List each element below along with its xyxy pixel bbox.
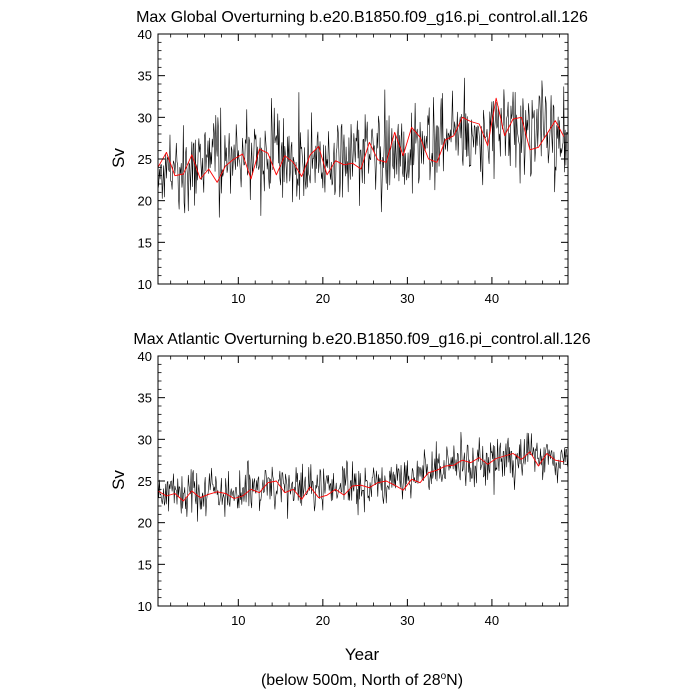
degree-symbol: o bbox=[441, 671, 447, 682]
global-x-tick-label: 20 bbox=[316, 291, 330, 306]
global-x-tick-label: 30 bbox=[400, 291, 414, 306]
global-y-tick-label: 20 bbox=[138, 194, 152, 209]
atlantic-plot-area: 10 15 20 25 30 35 40 10 20 30 40 bbox=[138, 349, 569, 628]
footnote-prefix: (below 500m, North of 28 bbox=[261, 672, 441, 689]
atlantic-overturning-panel: Max Atlantic Overturning b.e20.B1850.f09… bbox=[109, 331, 591, 664]
global-y-tick-label: 25 bbox=[138, 152, 152, 167]
atlantic-x-tick-label: 20 bbox=[316, 613, 330, 628]
global-y-tick-label: 15 bbox=[138, 235, 152, 250]
global-series-annual-mean-line bbox=[158, 97, 565, 183]
global-series-group bbox=[158, 77, 568, 218]
atlantic-x-axis-label: Year bbox=[345, 645, 380, 664]
atlantic-y-tick-label: 25 bbox=[138, 474, 152, 489]
global-y-tick-label: 35 bbox=[138, 69, 152, 84]
global-y-tick-label: 10 bbox=[138, 277, 152, 292]
atlantic-series-monthly-line bbox=[158, 431, 568, 522]
atlantic-y-tick-label: 10 bbox=[138, 599, 152, 614]
atlantic-x-tick-label: 30 bbox=[400, 613, 414, 628]
atlantic-y-axis-label: Sv bbox=[109, 470, 128, 490]
atlantic-y-tick-label: 20 bbox=[138, 516, 152, 531]
footnote: (below 500m, North of 28oN) bbox=[261, 671, 463, 689]
global-overturning-panel: Max Global Overturning b.e20.B1850.f09_g… bbox=[109, 9, 588, 306]
atlantic-series-group bbox=[158, 431, 568, 522]
footnote-suffix: N) bbox=[446, 672, 463, 689]
global-y-tick-label: 40 bbox=[138, 27, 152, 42]
atlantic-y-tick-label: 30 bbox=[138, 432, 152, 447]
atlantic-y-tick-label: 15 bbox=[138, 557, 152, 572]
atlantic-panel-title: Max Atlantic Overturning b.e20.B1850.f09… bbox=[133, 331, 590, 348]
global-y-axis-label: Sv bbox=[109, 148, 128, 168]
global-series-monthly-line bbox=[158, 77, 568, 218]
atlantic-x-tick-label: 10 bbox=[231, 613, 245, 628]
global-plot-area: 10 15 20 25 30 35 40 10 20 30 40 bbox=[138, 27, 569, 306]
global-x-tick-label: 10 bbox=[231, 291, 245, 306]
atlantic-y-tick-label: 35 bbox=[138, 391, 152, 406]
atlantic-y-tick-label: 40 bbox=[138, 349, 152, 364]
atlantic-series-annual-mean-line bbox=[158, 451, 564, 502]
atlantic-x-tick-label: 40 bbox=[485, 613, 499, 628]
global-panel-title: Max Global Overturning b.e20.B1850.f09_g… bbox=[136, 9, 588, 26]
global-x-tick-label: 40 bbox=[485, 291, 499, 306]
global-y-tick-label: 30 bbox=[138, 110, 152, 125]
